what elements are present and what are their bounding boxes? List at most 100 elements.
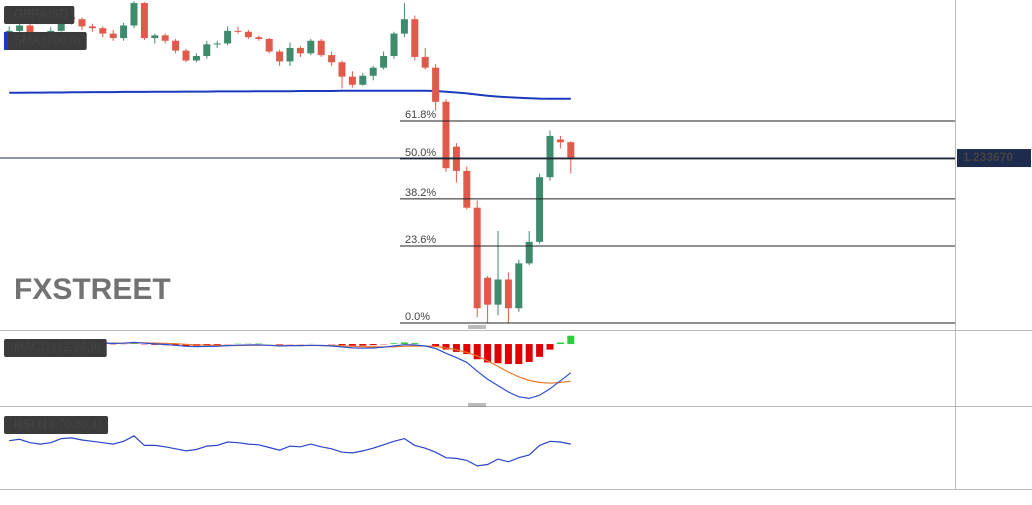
candle-body xyxy=(78,19,86,27)
histogram-bar xyxy=(494,344,502,364)
candle-body xyxy=(161,35,169,41)
candle-body xyxy=(244,31,252,38)
rsi-line xyxy=(9,435,571,467)
candle-body xyxy=(88,26,96,29)
candle-body xyxy=(421,56,429,68)
histogram-bar xyxy=(567,335,575,345)
candle-body xyxy=(265,38,273,52)
histogram-bar xyxy=(556,342,564,345)
candle-body xyxy=(338,62,346,77)
marks xyxy=(0,1,955,467)
candle-body xyxy=(16,25,24,31)
candle-body xyxy=(192,56,200,61)
candle-body xyxy=(400,19,408,34)
candle-body xyxy=(567,142,575,158)
histogram-bar xyxy=(515,344,523,365)
label-box xyxy=(4,32,87,50)
candle-body xyxy=(255,37,263,39)
candle-body xyxy=(130,3,138,26)
label-box xyxy=(4,339,107,357)
candle-body xyxy=(380,56,388,68)
label-box xyxy=(4,6,75,24)
indicator-label: MACD (12,26,9) xyxy=(4,339,107,357)
candle-body xyxy=(348,76,356,85)
indicator-label: GBP/USD xyxy=(4,6,75,24)
indicator-title: MACD (12,26,9) xyxy=(14,340,101,354)
candle-body xyxy=(224,30,232,44)
label-accent xyxy=(4,32,8,50)
watermark: FXSTREET xyxy=(14,273,171,306)
indicator-title: GBP/USD xyxy=(14,7,68,21)
histogram-bar xyxy=(504,344,512,365)
candle-body xyxy=(172,40,180,51)
fib-label: 23.6% xyxy=(405,234,436,246)
candle-body xyxy=(213,43,221,45)
candle-body xyxy=(556,139,564,143)
candle-body xyxy=(276,51,284,62)
indicator-title: RSI (14,70,30,1) xyxy=(14,417,102,431)
candle-body xyxy=(120,25,128,39)
candle-body xyxy=(140,3,148,39)
price-tag-label: 1.233670 xyxy=(963,150,1013,164)
fib-label: 38.2% xyxy=(405,187,436,199)
candle-body xyxy=(473,207,481,309)
candle-body xyxy=(307,40,315,54)
histogram-bar xyxy=(442,344,450,350)
candle-body xyxy=(99,28,107,34)
candle-body xyxy=(26,25,34,38)
candle-body xyxy=(182,50,190,61)
candle-body xyxy=(109,33,117,39)
candle-body xyxy=(328,55,336,63)
candle-body xyxy=(525,241,533,264)
histogram-bar xyxy=(546,344,554,350)
histogram-bar xyxy=(452,344,460,352)
histogram-bar xyxy=(411,343,419,345)
histogram-bar xyxy=(525,344,533,362)
labels: FXSTREET 61.8% 50.0% 38.2% 23.6% 0.0% 1.233670… xyxy=(4,6,1031,434)
candle-body xyxy=(317,40,325,56)
candle-body xyxy=(546,135,554,178)
candle-body xyxy=(504,279,512,309)
histogram-bar xyxy=(536,344,544,357)
indicator-label: SMA (200,0) xyxy=(4,32,87,50)
indicator-title: SMA (200,0) xyxy=(14,33,81,47)
candle-body xyxy=(296,47,304,54)
candle-body xyxy=(494,279,502,305)
histogram-bar xyxy=(400,342,408,345)
candle-body xyxy=(515,263,523,309)
candle-body xyxy=(432,67,440,102)
candle-body xyxy=(442,101,450,169)
candle-body xyxy=(151,35,159,39)
candle-body xyxy=(286,47,294,62)
candle-body xyxy=(359,75,367,85)
candle-body xyxy=(536,177,544,242)
candle-body xyxy=(57,17,65,31)
indicator-label: RSI (14,70,30,1) xyxy=(4,416,109,434)
histogram-bar xyxy=(338,344,346,346)
histogram-bar xyxy=(213,344,221,345)
price-tag xyxy=(957,149,1031,168)
histogram-bar xyxy=(369,344,377,346)
candle-body xyxy=(411,19,419,57)
histogram-bar xyxy=(432,344,440,347)
label-box xyxy=(4,416,109,434)
resize-handle xyxy=(468,325,486,407)
sma-line xyxy=(9,89,571,100)
histogram-bar xyxy=(348,344,356,346)
histogram-bar xyxy=(473,344,481,360)
candle-body xyxy=(369,67,377,76)
candle-body xyxy=(463,170,471,208)
histogram-bar xyxy=(390,343,398,345)
candle-body xyxy=(234,30,242,32)
histogram-bar xyxy=(463,344,471,355)
fib-label: 0.0% xyxy=(405,311,430,323)
candle-body xyxy=(484,277,492,305)
fib-label: 61.8% xyxy=(405,109,436,121)
histogram-bar xyxy=(484,344,492,363)
candle-body xyxy=(203,44,211,57)
histogram-bar xyxy=(359,344,367,346)
candle-body xyxy=(390,33,398,57)
fib-label: 50.0% xyxy=(405,147,436,159)
